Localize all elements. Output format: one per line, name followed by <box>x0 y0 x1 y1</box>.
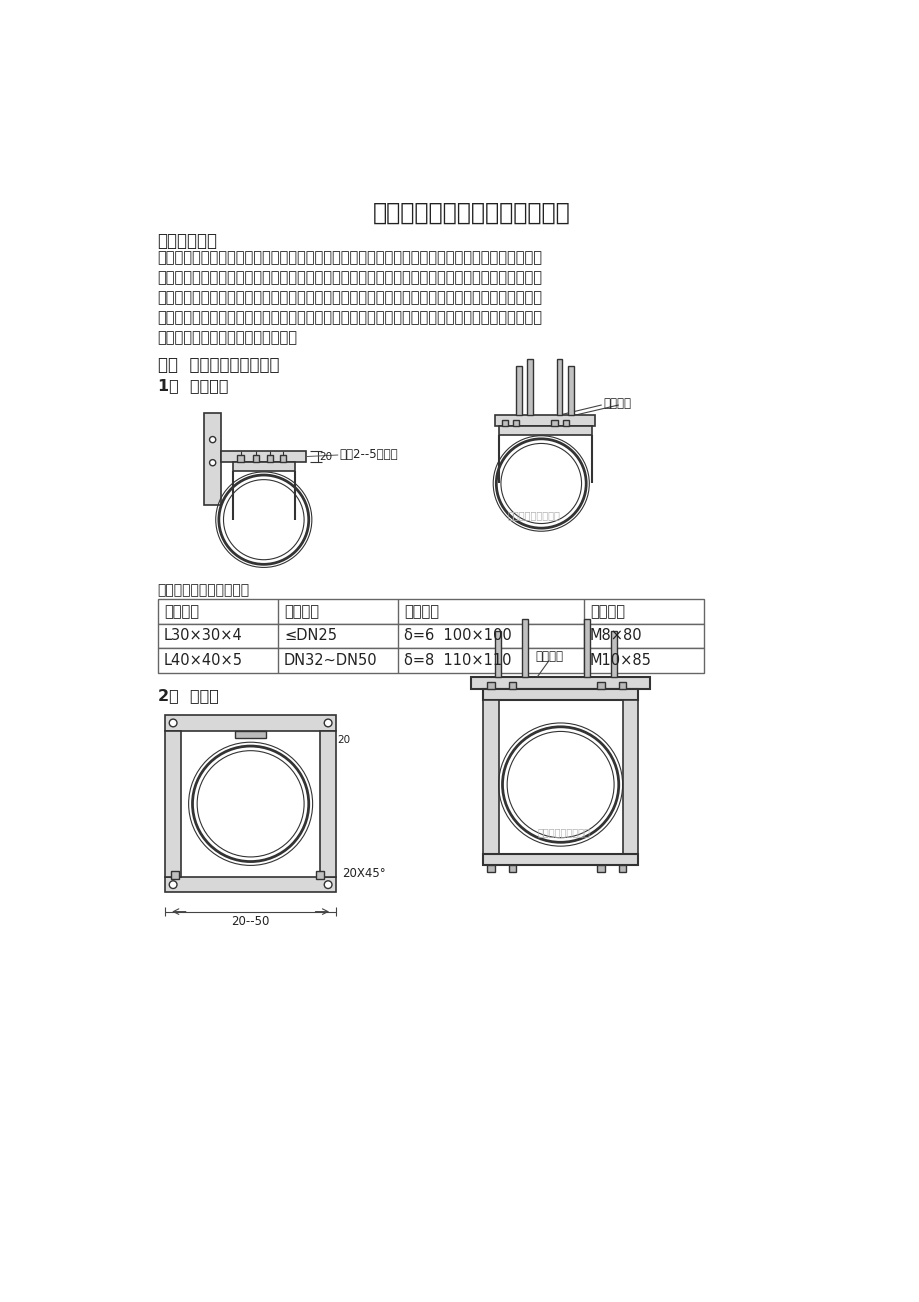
Bar <box>157 624 703 648</box>
Bar <box>501 419 507 426</box>
Text: 20: 20 <box>337 734 350 745</box>
Text: M10×85: M10×85 <box>589 654 652 668</box>
Text: 勇赢冠军带你学安装: 勇赢冠军带你学安装 <box>537 827 590 837</box>
Bar <box>508 865 516 871</box>
Text: 2、  龙门式: 2、 龙门式 <box>157 689 219 703</box>
Text: 吊架钢材: 吊架钢材 <box>164 604 199 618</box>
Bar <box>235 730 266 738</box>
Bar <box>618 865 626 871</box>
Bar <box>253 454 259 462</box>
Bar <box>279 454 286 462</box>
Bar <box>498 426 591 435</box>
Bar <box>482 700 498 854</box>
Circle shape <box>192 746 309 862</box>
Bar <box>494 630 501 677</box>
Bar <box>157 648 703 673</box>
Text: L40×40×5: L40×40×5 <box>164 654 243 668</box>
Bar <box>316 871 323 879</box>
Text: 倒吊钢板: 倒吊钢板 <box>535 650 562 663</box>
Bar <box>596 865 604 871</box>
Bar <box>482 854 638 865</box>
Bar <box>512 419 518 426</box>
Text: δ=6  100×100: δ=6 100×100 <box>403 629 511 643</box>
Bar <box>556 359 562 415</box>
Text: 20X45°: 20X45° <box>342 867 385 880</box>
Text: 20: 20 <box>319 452 333 461</box>
Bar <box>165 715 335 730</box>
Text: 倒吊式支吊架材料适用表: 倒吊式支吊架材料适用表 <box>157 583 249 598</box>
Text: 少缺点，而且有些支吊架不但影响观感，更存在着安全隐患，为了消除管道支吊架存在的各种隐患，: 少缺点，而且有些支吊架不但影响观感，更存在着安全隐患，为了消除管道支吊架存在的各… <box>157 290 542 305</box>
Text: DN32~DN50: DN32~DN50 <box>284 654 377 668</box>
Text: 勇赢冠军带你学安装: 勇赢冠军带你学安装 <box>506 510 560 521</box>
Bar <box>610 630 617 677</box>
Bar <box>221 452 306 462</box>
Text: 管道安装在机电安装工程中占较大的比重，而管道支架的制安在管道安装中扮演着主要的角色，它直: 管道安装在机电安装工程中占较大的比重，而管道支架的制安在管道安装中扮演着主要的角… <box>157 250 542 266</box>
Bar <box>562 419 569 426</box>
Bar <box>471 677 649 689</box>
Circle shape <box>495 439 585 529</box>
Text: 图文详解管道支架制作安装标准: 图文详解管道支架制作安装标准 <box>372 201 570 225</box>
Text: 接关系到管道的承重流向及观感。目前各实施项目中制安的各种管道支架，各有特点，但也暴露出不: 接关系到管道的承重流向及观感。目前各实施项目中制安的各种管道支架，各有特点，但也… <box>157 271 542 285</box>
Bar <box>550 419 557 426</box>
Bar <box>482 689 638 700</box>
Bar <box>622 700 638 854</box>
Bar <box>157 599 703 624</box>
Circle shape <box>323 719 332 727</box>
Bar <box>618 682 626 689</box>
Text: 适用管道: 适用管道 <box>284 604 319 618</box>
Bar <box>596 682 604 689</box>
Circle shape <box>210 436 216 443</box>
Text: 膨胀螺栓: 膨胀螺栓 <box>589 604 624 618</box>
Bar <box>165 878 335 892</box>
Bar <box>486 682 494 689</box>
Text: 20--50: 20--50 <box>232 915 269 928</box>
Bar <box>516 366 521 415</box>
Text: 使管道支吊架制安达到较高水平，特制定机电公司管道支吊架的统一标准做法，目的使在机电公司的: 使管道支吊架制安达到较高水平，特制定机电公司管道支吊架的统一标准做法，目的使在机… <box>157 310 542 326</box>
Circle shape <box>323 881 332 888</box>
Bar <box>568 366 573 415</box>
Bar <box>204 413 221 505</box>
Circle shape <box>169 719 176 727</box>
Bar <box>171 871 178 879</box>
Text: δ=8  110×110: δ=8 110×110 <box>403 654 511 668</box>
Bar <box>486 865 494 871</box>
Text: 一、编制说明: 一、编制说明 <box>157 232 218 250</box>
Circle shape <box>169 881 176 888</box>
Text: L30×30×4: L30×30×4 <box>164 629 243 643</box>
Text: 倒吊钢板: 倒吊钢板 <box>603 397 630 410</box>
Bar <box>494 415 595 426</box>
Text: 倒吊钢板: 倒吊钢板 <box>403 604 438 618</box>
Bar <box>584 618 589 677</box>
Bar <box>233 462 294 471</box>
Circle shape <box>219 475 309 564</box>
Text: 1、  倒吊式：: 1、 倒吊式： <box>157 378 228 393</box>
Bar <box>527 359 532 415</box>
Text: ≤DN25: ≤DN25 <box>284 629 336 643</box>
Text: M8×80: M8×80 <box>589 629 642 643</box>
Bar <box>521 618 528 677</box>
Text: 二、  角钢类支吊架的制安: 二、 角钢类支吊架的制安 <box>157 357 278 375</box>
Bar <box>320 730 335 878</box>
Bar <box>165 730 181 878</box>
Bar <box>237 454 244 462</box>
Text: 管道支架制安达到标准化，统一化。: 管道支架制安达到标准化，统一化。 <box>157 331 298 345</box>
Bar <box>508 682 516 689</box>
Circle shape <box>502 727 618 842</box>
Text: 外露2--5个螺距: 外露2--5个螺距 <box>339 448 398 461</box>
Bar <box>267 454 273 462</box>
Circle shape <box>210 460 216 466</box>
